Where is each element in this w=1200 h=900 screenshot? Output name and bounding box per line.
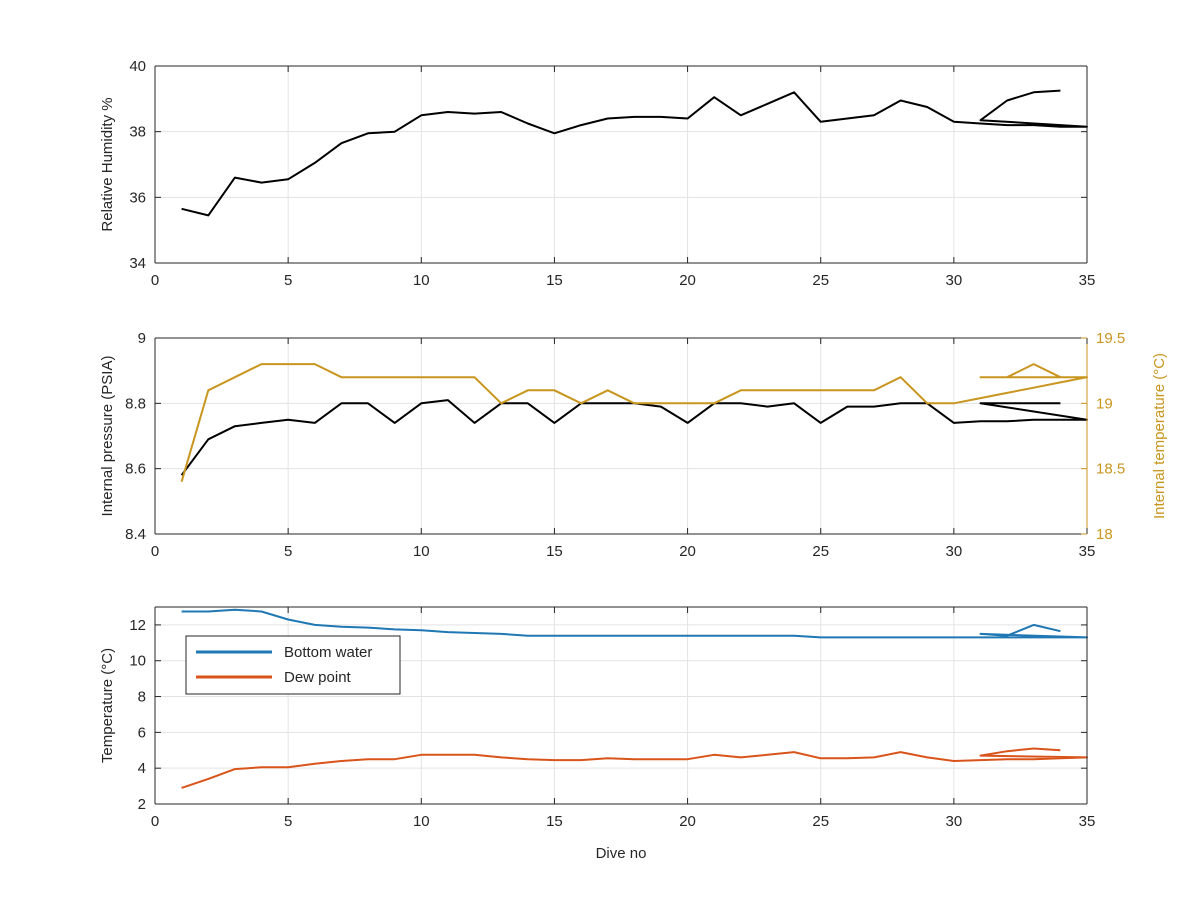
y-tick-label: 12	[129, 617, 146, 634]
chart-1: 0 5 10 15 20 25 30 35 34 36 38 40 Relative Humidity …	[99, 58, 1095, 289]
legend-label: Dew point	[284, 669, 352, 686]
x-tick-label: 0	[151, 543, 159, 560]
legend-box	[185, 635, 401, 695]
y-tick-label: 4	[138, 760, 146, 777]
x-tick-label: 15	[546, 543, 563, 560]
x-tick-label: 0	[151, 272, 159, 289]
y-tick-label: 40	[129, 58, 146, 75]
x-tick-label: 20	[679, 272, 696, 289]
x-tick-label: 35	[1079, 813, 1096, 830]
x-tick-label: 25	[812, 543, 829, 560]
x-tick-label: 15	[546, 272, 563, 289]
x-axis-label: Dive no	[596, 845, 647, 862]
x-tick-label: 10	[413, 813, 430, 830]
x-tick-label: 20	[679, 543, 696, 560]
x-tick-label: 20	[679, 813, 696, 830]
y-tick-label: 8.6	[125, 461, 146, 478]
x-tick-label: 5	[284, 813, 292, 830]
y-tick-label: 9	[138, 330, 146, 347]
x-tick-label: 35	[1079, 272, 1096, 289]
chart-2: 0 5 10 15 20 25 30 35 8.4 8.6 8.8 9 18 18.5 19 19.5 Inte…	[99, 330, 1168, 560]
y-tick-label: 6	[138, 724, 146, 741]
x-tick-label: 25	[812, 813, 829, 830]
y-axis-label: Relative Humidity %	[99, 97, 116, 231]
y-right-tick-label: 19	[1096, 395, 1113, 412]
x-tick-label: 15	[546, 813, 563, 830]
x-tick-label: 30	[946, 272, 963, 289]
series-line-bottom-water	[181, 608, 1088, 639]
x-tick-label: 0	[151, 813, 159, 830]
y-tick-label: 10	[129, 653, 146, 670]
y-axis-label: Internal pressure (PSIA)	[99, 356, 116, 517]
legend: Bottom water Dew point	[185, 635, 401, 695]
series-line-2-2	[180, 363, 1088, 482]
x-tick-label: 30	[946, 813, 963, 830]
y-right-tick-label: 18.5	[1096, 461, 1125, 478]
x-tick-label: 25	[812, 272, 829, 289]
x-tick-label: 5	[284, 543, 292, 560]
y-axis-label: Temperature (°C)	[99, 648, 116, 763]
y-tick-label: 38	[129, 124, 146, 141]
y-tick-label: 2	[138, 796, 146, 813]
series-line-dew-point	[181, 747, 1088, 789]
y-tick-label: 36	[129, 189, 146, 206]
x-tick-label: 10	[413, 543, 430, 560]
series-line-1-1	[181, 89, 1088, 217]
y-tick-label: 8.8	[125, 395, 146, 412]
x-tick-label: 5	[284, 272, 292, 289]
x-tick-label: 35	[1079, 543, 1096, 560]
x-tick-label: 30	[946, 543, 963, 560]
legend-label: Bottom water	[284, 644, 372, 661]
chart-3: 0 5 10 15 20 25 30 35 2 4 6 8 10 12 Temperature (°C) Di…	[99, 606, 1096, 862]
y-tick-label: 8.4	[125, 526, 146, 543]
y-tick-label: 34	[129, 255, 146, 272]
y-tick-label: 8	[138, 689, 146, 706]
y-axis-label-right: Internal temperature (°C)	[1151, 353, 1168, 519]
y-right-tick-label: 19.5	[1096, 330, 1125, 347]
series-line-2-1	[180, 399, 1088, 476]
y-right-tick-label: 18	[1096, 526, 1113, 543]
x-tick-label: 10	[413, 272, 430, 289]
